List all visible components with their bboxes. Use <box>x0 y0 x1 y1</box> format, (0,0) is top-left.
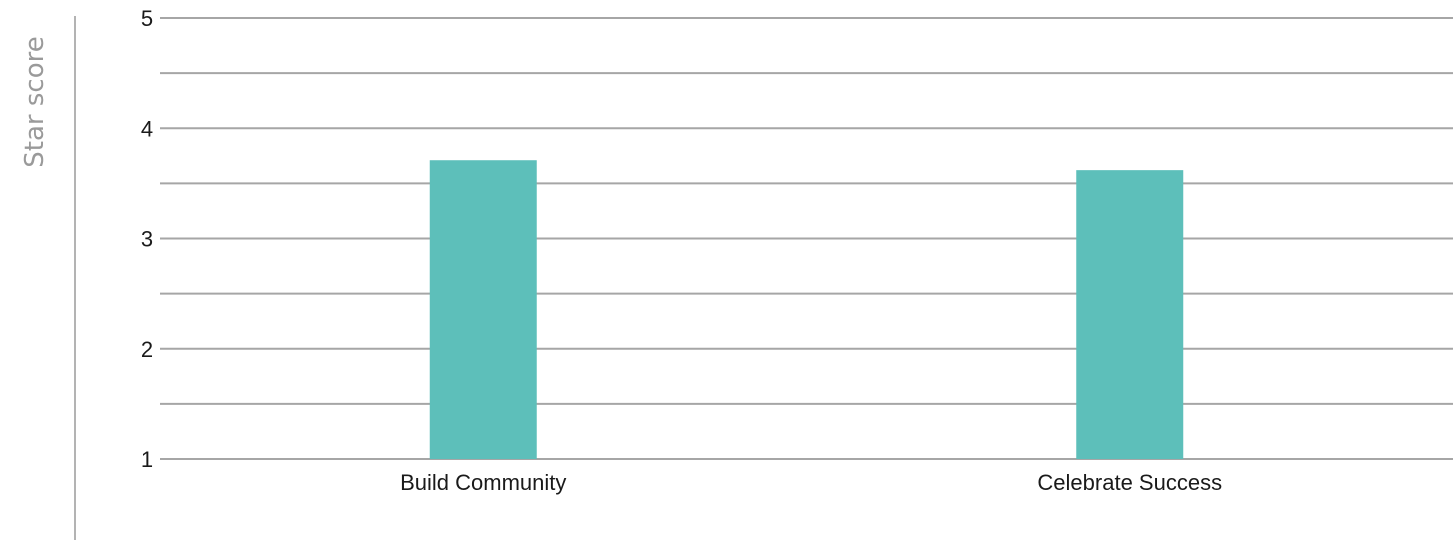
bar <box>429 160 537 459</box>
gridlines <box>160 17 1453 460</box>
y-tick-label: 2 <box>141 337 153 362</box>
category-labels: Build Community Celebrate Success <box>400 470 1222 495</box>
y-axis-label: Star score <box>20 36 50 167</box>
y-tick-labels: 1 2 3 4 5 <box>141 6 153 472</box>
y-tick-label: 5 <box>141 6 153 31</box>
category-label: Build Community <box>400 470 566 495</box>
y-tick-label: 3 <box>141 227 153 252</box>
y-tick-label: 1 <box>141 447 153 472</box>
category-label: Celebrate Success <box>1037 470 1222 495</box>
bars <box>429 160 1184 459</box>
bar <box>1076 170 1184 459</box>
y-tick-label: 4 <box>141 116 153 141</box>
